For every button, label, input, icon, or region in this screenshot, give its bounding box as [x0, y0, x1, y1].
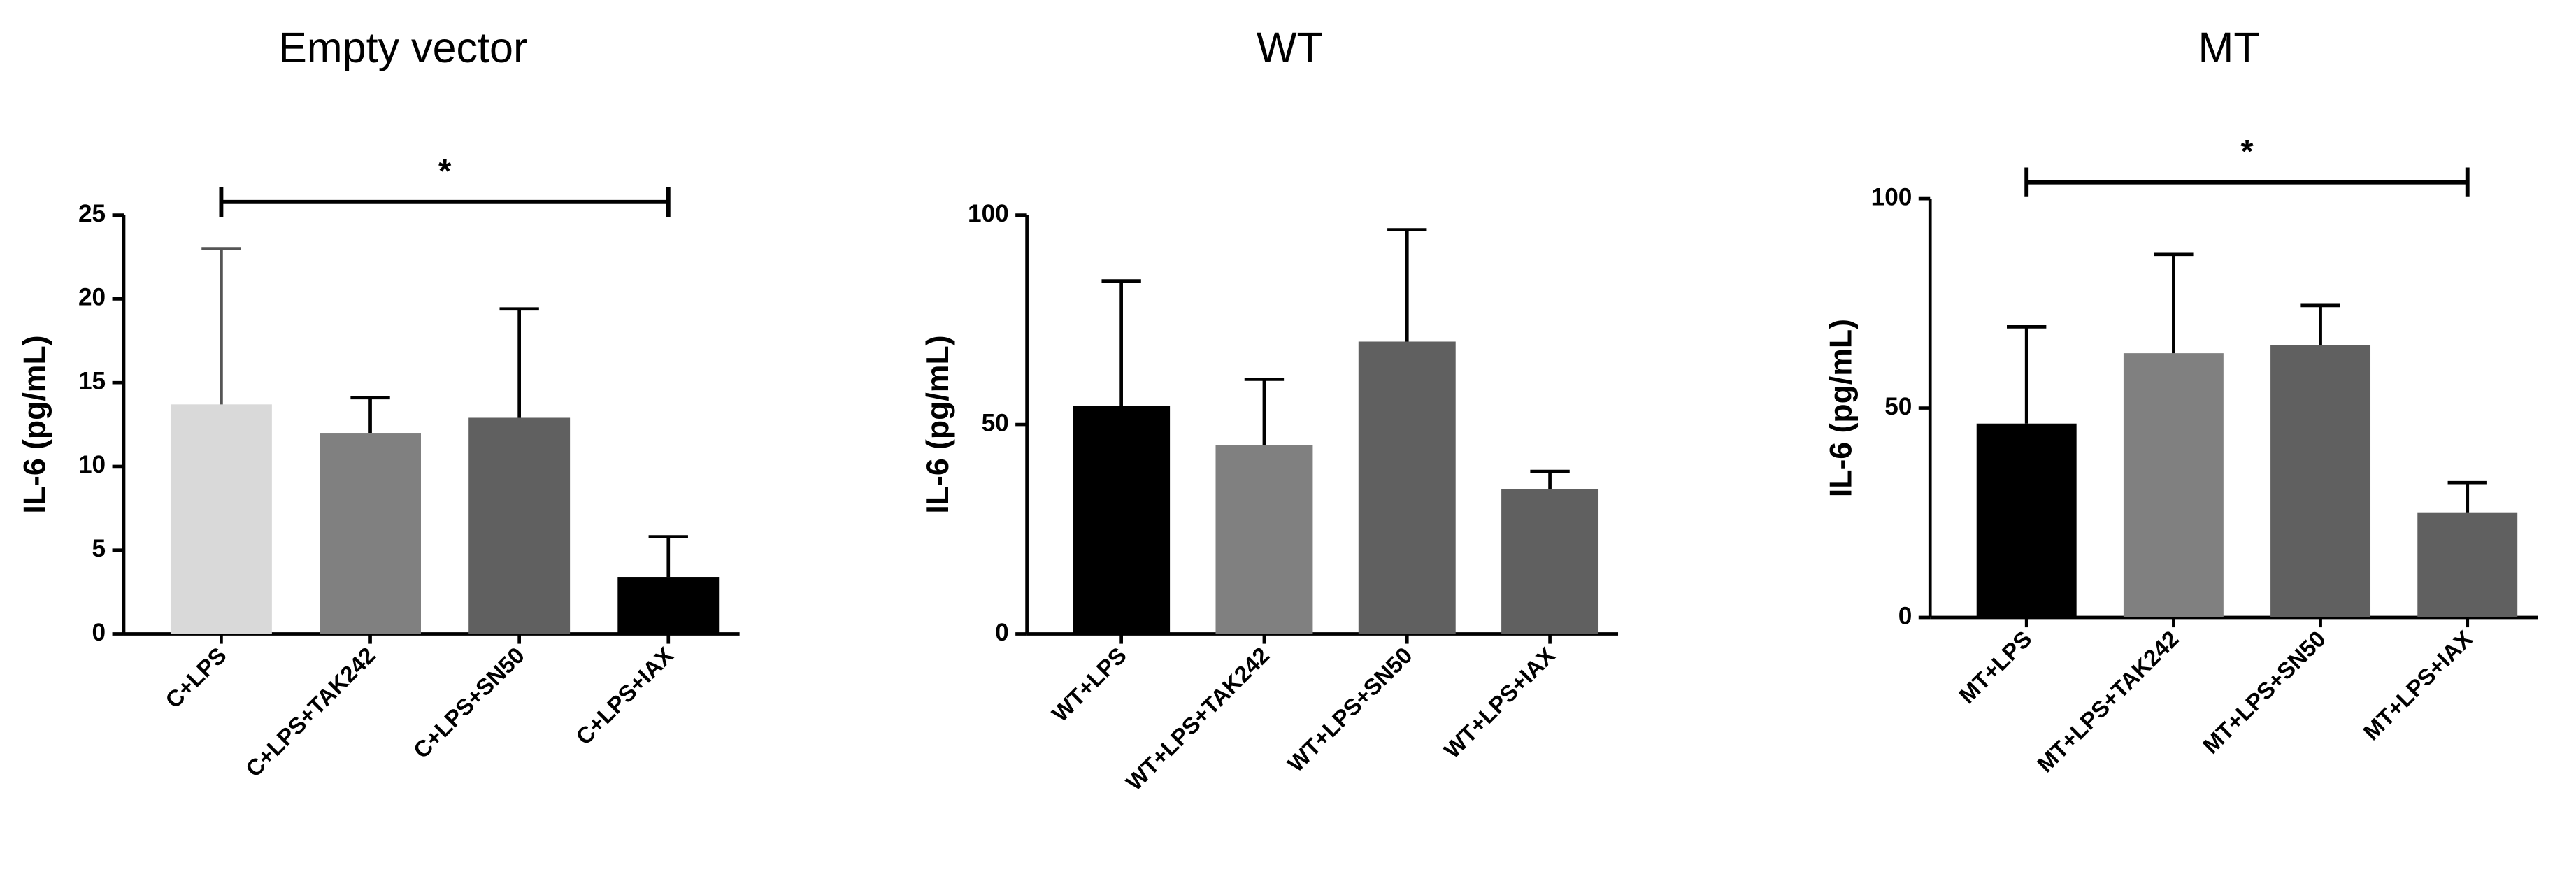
x-tick-label: C+LPS [160, 642, 231, 713]
x-tick-label: MT+LPS+IAX [2358, 626, 2477, 745]
bar [468, 417, 571, 634]
y-axis-label: IL-6 (pg/mL) [17, 335, 52, 513]
y-tick-label: 0 [1898, 602, 1912, 629]
chart-title: MT [2198, 24, 2260, 71]
x-tick-label: WT+LPS+SN50 [1282, 642, 1417, 777]
x-tick-label: WT+LPS [1047, 642, 1131, 727]
bar [1358, 341, 1456, 634]
bar [1501, 489, 1599, 634]
y-tick-label: 0 [92, 619, 106, 646]
x-tick-label: MT+LPS+SN50 [2198, 626, 2331, 759]
x-tick-label: WT+LPS+TAK242 [1121, 642, 1274, 795]
y-tick-label: 15 [78, 367, 106, 394]
chart-title: WT [1257, 24, 1323, 71]
chart-title: Empty vector [278, 24, 527, 71]
bar [2123, 353, 2224, 617]
bar [1073, 406, 1171, 634]
y-tick-label: 5 [92, 535, 106, 562]
bar [1976, 423, 2077, 617]
y-tick-label: 20 [78, 284, 106, 311]
y-tick-label: 100 [968, 200, 1009, 227]
y-tick-label: 25 [78, 200, 106, 227]
bar [320, 433, 421, 634]
significance-label: * [2240, 132, 2254, 169]
x-tick-label: WT+LPS+IAX [1439, 642, 1560, 763]
y-tick-label: 0 [995, 619, 1009, 646]
x-tick-label: MT+LPS+TAK242 [2032, 626, 2184, 778]
bar [2270, 345, 2371, 617]
y-axis-label: IL-6 (pg/mL) [921, 335, 955, 513]
y-tick-label: 50 [1884, 393, 1912, 420]
y-axis-label: IL-6 (pg/mL) [1824, 319, 1859, 497]
bar [1215, 445, 1313, 634]
bar [617, 577, 720, 634]
x-tick-label: MT+LPS [1954, 626, 2036, 708]
significance-label: * [438, 152, 452, 190]
bar [170, 404, 272, 634]
x-tick-label: C+LPS+TAK242 [241, 642, 380, 782]
y-tick-label: 50 [982, 409, 1009, 436]
y-tick-label: 10 [78, 451, 106, 478]
bar [2417, 512, 2518, 617]
y-tick-label: 100 [1871, 183, 1912, 210]
x-tick-label: C+LPS+IAX [571, 642, 678, 750]
x-tick-label: C+LPS+SN50 [408, 642, 529, 763]
